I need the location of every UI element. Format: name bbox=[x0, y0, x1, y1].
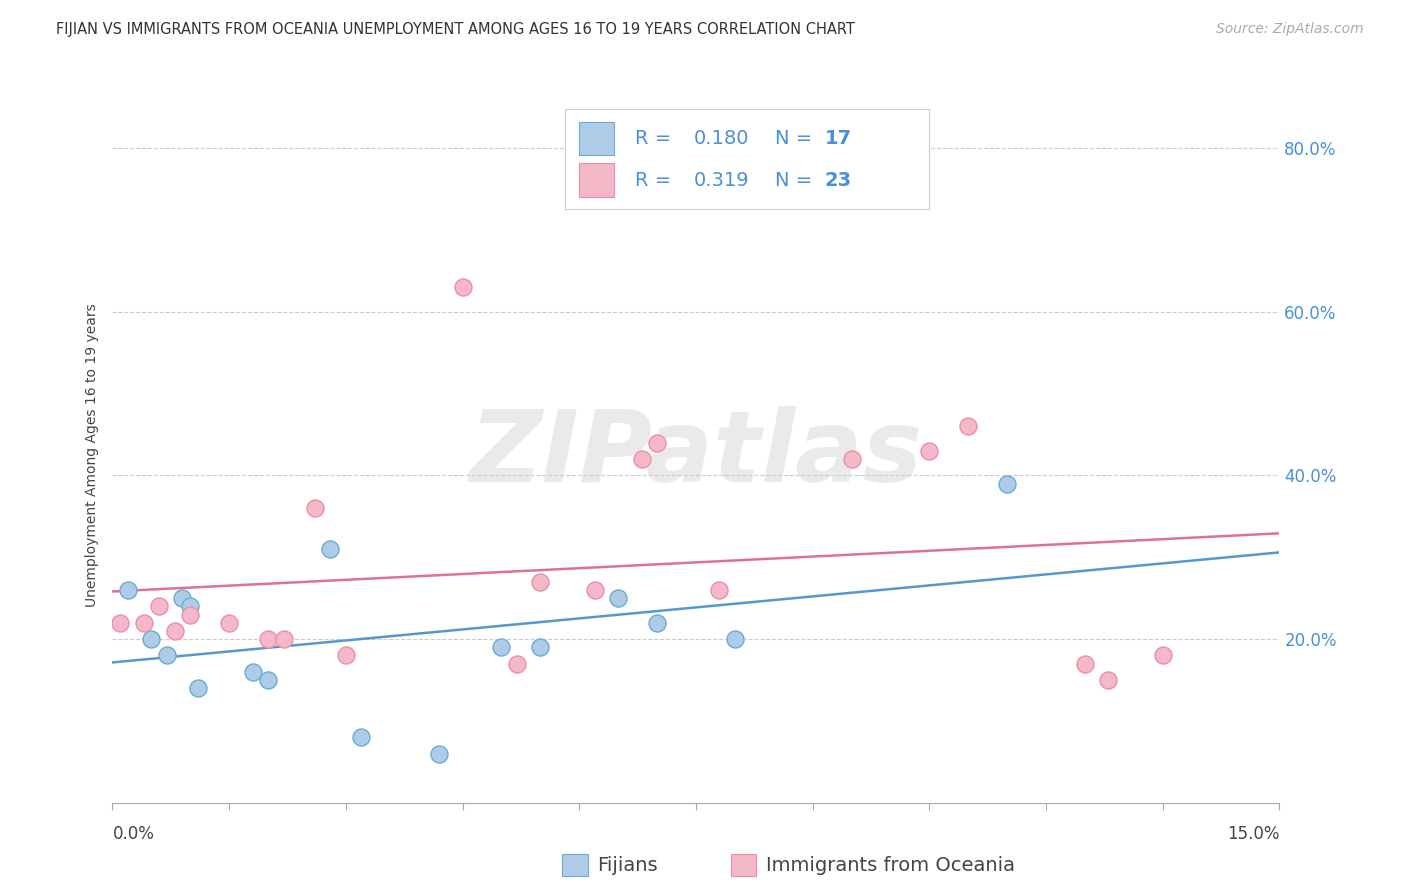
Point bbox=[163, 624, 186, 638]
Point bbox=[709, 582, 731, 597]
Point bbox=[242, 665, 264, 679]
Point bbox=[607, 591, 630, 606]
Text: 23: 23 bbox=[824, 170, 852, 190]
Point bbox=[995, 476, 1018, 491]
Point bbox=[529, 640, 551, 655]
Point bbox=[630, 452, 652, 467]
Text: R =: R = bbox=[636, 128, 678, 148]
Point bbox=[957, 419, 980, 434]
Point bbox=[257, 632, 280, 646]
FancyBboxPatch shape bbox=[565, 109, 929, 210]
Point bbox=[172, 591, 194, 606]
FancyBboxPatch shape bbox=[579, 121, 614, 155]
Text: N =: N = bbox=[775, 170, 818, 190]
Text: 0.319: 0.319 bbox=[693, 170, 749, 190]
Text: FIJIAN VS IMMIGRANTS FROM OCEANIA UNEMPLOYMENT AMONG AGES 16 TO 19 YEARS CORRELA: FIJIAN VS IMMIGRANTS FROM OCEANIA UNEMPL… bbox=[56, 22, 855, 37]
Point bbox=[841, 452, 863, 467]
Point bbox=[117, 582, 139, 597]
Point bbox=[132, 615, 155, 630]
Point bbox=[218, 615, 240, 630]
Point bbox=[1152, 648, 1174, 663]
Point bbox=[179, 599, 201, 614]
Point bbox=[427, 747, 450, 761]
Point bbox=[335, 648, 357, 663]
Point bbox=[110, 615, 132, 630]
Point bbox=[304, 501, 326, 516]
Text: N =: N = bbox=[775, 128, 818, 148]
Text: Fijians: Fijians bbox=[598, 855, 658, 875]
Text: R =: R = bbox=[636, 170, 678, 190]
Point bbox=[156, 648, 179, 663]
Point bbox=[273, 632, 295, 646]
Point bbox=[257, 673, 280, 687]
Point bbox=[350, 731, 373, 745]
Point bbox=[1097, 673, 1119, 687]
Point bbox=[645, 615, 668, 630]
Point bbox=[529, 574, 551, 589]
Text: 0.0%: 0.0% bbox=[112, 825, 155, 843]
Point bbox=[583, 582, 606, 597]
Point bbox=[918, 443, 941, 458]
Text: Immigrants from Oceania: Immigrants from Oceania bbox=[766, 855, 1015, 875]
Point bbox=[319, 542, 342, 557]
Point bbox=[506, 657, 529, 671]
Point bbox=[187, 681, 209, 696]
Text: Source: ZipAtlas.com: Source: ZipAtlas.com bbox=[1216, 22, 1364, 37]
Point bbox=[451, 280, 474, 294]
Point bbox=[491, 640, 513, 655]
Point bbox=[724, 632, 747, 646]
Point bbox=[141, 632, 163, 646]
Text: ZIPatlas: ZIPatlas bbox=[470, 407, 922, 503]
Text: 15.0%: 15.0% bbox=[1227, 825, 1279, 843]
FancyBboxPatch shape bbox=[579, 163, 614, 197]
Point bbox=[1074, 657, 1097, 671]
Point bbox=[148, 599, 170, 614]
Text: 0.180: 0.180 bbox=[693, 128, 749, 148]
Point bbox=[645, 435, 668, 450]
Text: 17: 17 bbox=[824, 128, 852, 148]
Point bbox=[179, 607, 201, 622]
Y-axis label: Unemployment Among Ages 16 to 19 years: Unemployment Among Ages 16 to 19 years bbox=[84, 303, 98, 607]
